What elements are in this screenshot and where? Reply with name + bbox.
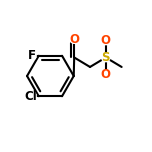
Circle shape [28, 52, 36, 60]
Circle shape [102, 53, 110, 62]
Text: O: O [101, 34, 111, 47]
Text: F: F [28, 49, 36, 62]
Circle shape [102, 36, 110, 45]
Circle shape [70, 35, 78, 43]
Text: Cl: Cl [24, 90, 37, 103]
Text: O: O [69, 33, 79, 46]
Circle shape [25, 90, 36, 102]
Text: O: O [101, 68, 111, 81]
Circle shape [102, 70, 110, 79]
Text: S: S [102, 51, 110, 64]
